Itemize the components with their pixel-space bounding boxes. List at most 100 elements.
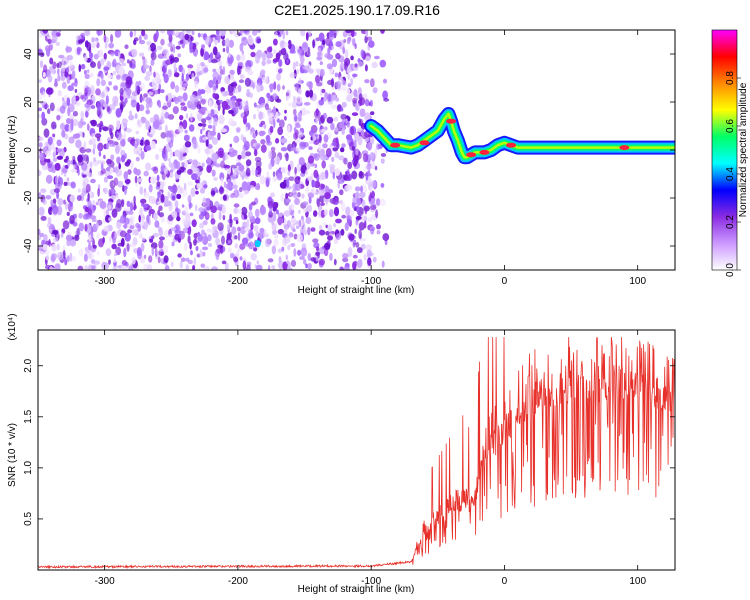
noise-blob — [130, 99, 138, 108]
noise-blob — [41, 111, 46, 121]
noise-blob — [52, 34, 58, 43]
noise-blob — [368, 40, 375, 48]
noise-blob — [282, 261, 288, 270]
noise-blob — [322, 143, 328, 149]
noise-blob — [298, 219, 302, 228]
noise-blob — [131, 91, 139, 96]
noise-blob — [292, 191, 299, 199]
noise-blob — [317, 143, 322, 152]
noise-blob — [371, 61, 378, 69]
noise-blob — [45, 255, 50, 261]
noise-blob — [239, 42, 244, 52]
noise-blob — [346, 214, 351, 220]
noise-blob — [38, 136, 44, 142]
noise-blob — [126, 87, 132, 96]
noise-blob — [320, 128, 327, 133]
noise-blob — [189, 44, 193, 54]
noise-blob — [300, 136, 304, 140]
noise-blob — [298, 157, 305, 166]
noise-blob — [57, 68, 60, 75]
noise-blob — [188, 67, 192, 75]
noise-blob — [96, 123, 103, 128]
noise-blob — [232, 81, 237, 89]
noise-blob — [325, 224, 329, 229]
noise-blob — [277, 248, 283, 253]
noise-blob — [360, 118, 363, 127]
noise-blob — [48, 206, 53, 215]
noise-blob — [219, 187, 224, 193]
noise-blob — [108, 81, 112, 86]
noise-blob — [353, 89, 358, 98]
noise-blob — [193, 80, 199, 89]
noise-blob — [239, 187, 243, 193]
colorbar-tick-label: 0.6 — [725, 119, 736, 133]
noise-blob — [358, 221, 365, 231]
noise-blob — [294, 197, 300, 205]
noise-blob — [272, 58, 277, 64]
noise-blob — [354, 102, 361, 112]
noise-blob — [239, 74, 245, 79]
noise-blob — [201, 162, 205, 168]
noise-blob — [350, 30, 355, 38]
noise-blob — [115, 145, 120, 155]
noise-blob — [150, 126, 156, 136]
noise-blob — [47, 217, 52, 225]
noise-blob — [72, 118, 79, 127]
noise-blob — [88, 234, 92, 242]
noise-blob — [259, 175, 266, 185]
noise-blob — [42, 90, 46, 98]
noise-blob — [153, 166, 159, 175]
noise-blob — [267, 264, 271, 270]
noise-blob — [114, 166, 119, 174]
noise-blob — [221, 235, 225, 245]
noise-blob — [138, 80, 142, 86]
noise-blob — [140, 117, 147, 124]
noise-blob — [90, 85, 95, 95]
noise-blob — [157, 256, 161, 264]
noise-blob — [145, 145, 152, 151]
snr-y-ticks: 0.5 1.0 1.5 2.0 — [23, 358, 675, 526]
colorbar-tick-label: 0.0 — [725, 263, 736, 277]
noise-blob — [260, 139, 266, 145]
noise-blob — [112, 58, 117, 68]
noise-blob — [287, 244, 291, 251]
noise-blob — [261, 76, 269, 83]
noise-blob — [292, 228, 296, 233]
noise-blob — [148, 184, 153, 193]
noise-blob — [65, 234, 73, 242]
noise-blob — [283, 224, 290, 230]
noise-blob — [82, 170, 89, 175]
noise-blob — [220, 177, 224, 185]
noise-blob — [47, 74, 53, 83]
noise-blob — [221, 260, 227, 265]
noise-blob — [179, 114, 184, 121]
noise-blob — [211, 152, 218, 162]
noise-blob — [164, 111, 170, 119]
noise-blob — [375, 198, 381, 207]
noise-blob — [83, 69, 87, 75]
noise-blob — [122, 224, 128, 228]
noise-blob — [53, 188, 60, 194]
noise-blob — [318, 224, 323, 231]
noise-blob — [46, 222, 53, 228]
noise-blob — [303, 102, 311, 106]
noise-blob — [120, 154, 126, 163]
noise-blob — [172, 44, 176, 54]
noise-blob — [357, 259, 363, 269]
noise-blob — [82, 132, 85, 138]
noise-blob — [282, 30, 286, 40]
noise-blob — [158, 205, 163, 211]
noise-blob — [145, 109, 150, 115]
noise-blob — [295, 122, 300, 127]
noise-blob — [332, 30, 340, 33]
noise-blob — [60, 232, 64, 239]
noise-blob — [255, 169, 258, 174]
noise-blob — [112, 143, 116, 148]
noise-blob — [206, 164, 212, 173]
snr-exponent-label: (x10⁴) — [7, 313, 18, 340]
noise-blob — [174, 85, 180, 93]
noise-blob — [73, 94, 76, 104]
noise-blob — [47, 108, 51, 115]
noise-blob — [195, 190, 199, 195]
